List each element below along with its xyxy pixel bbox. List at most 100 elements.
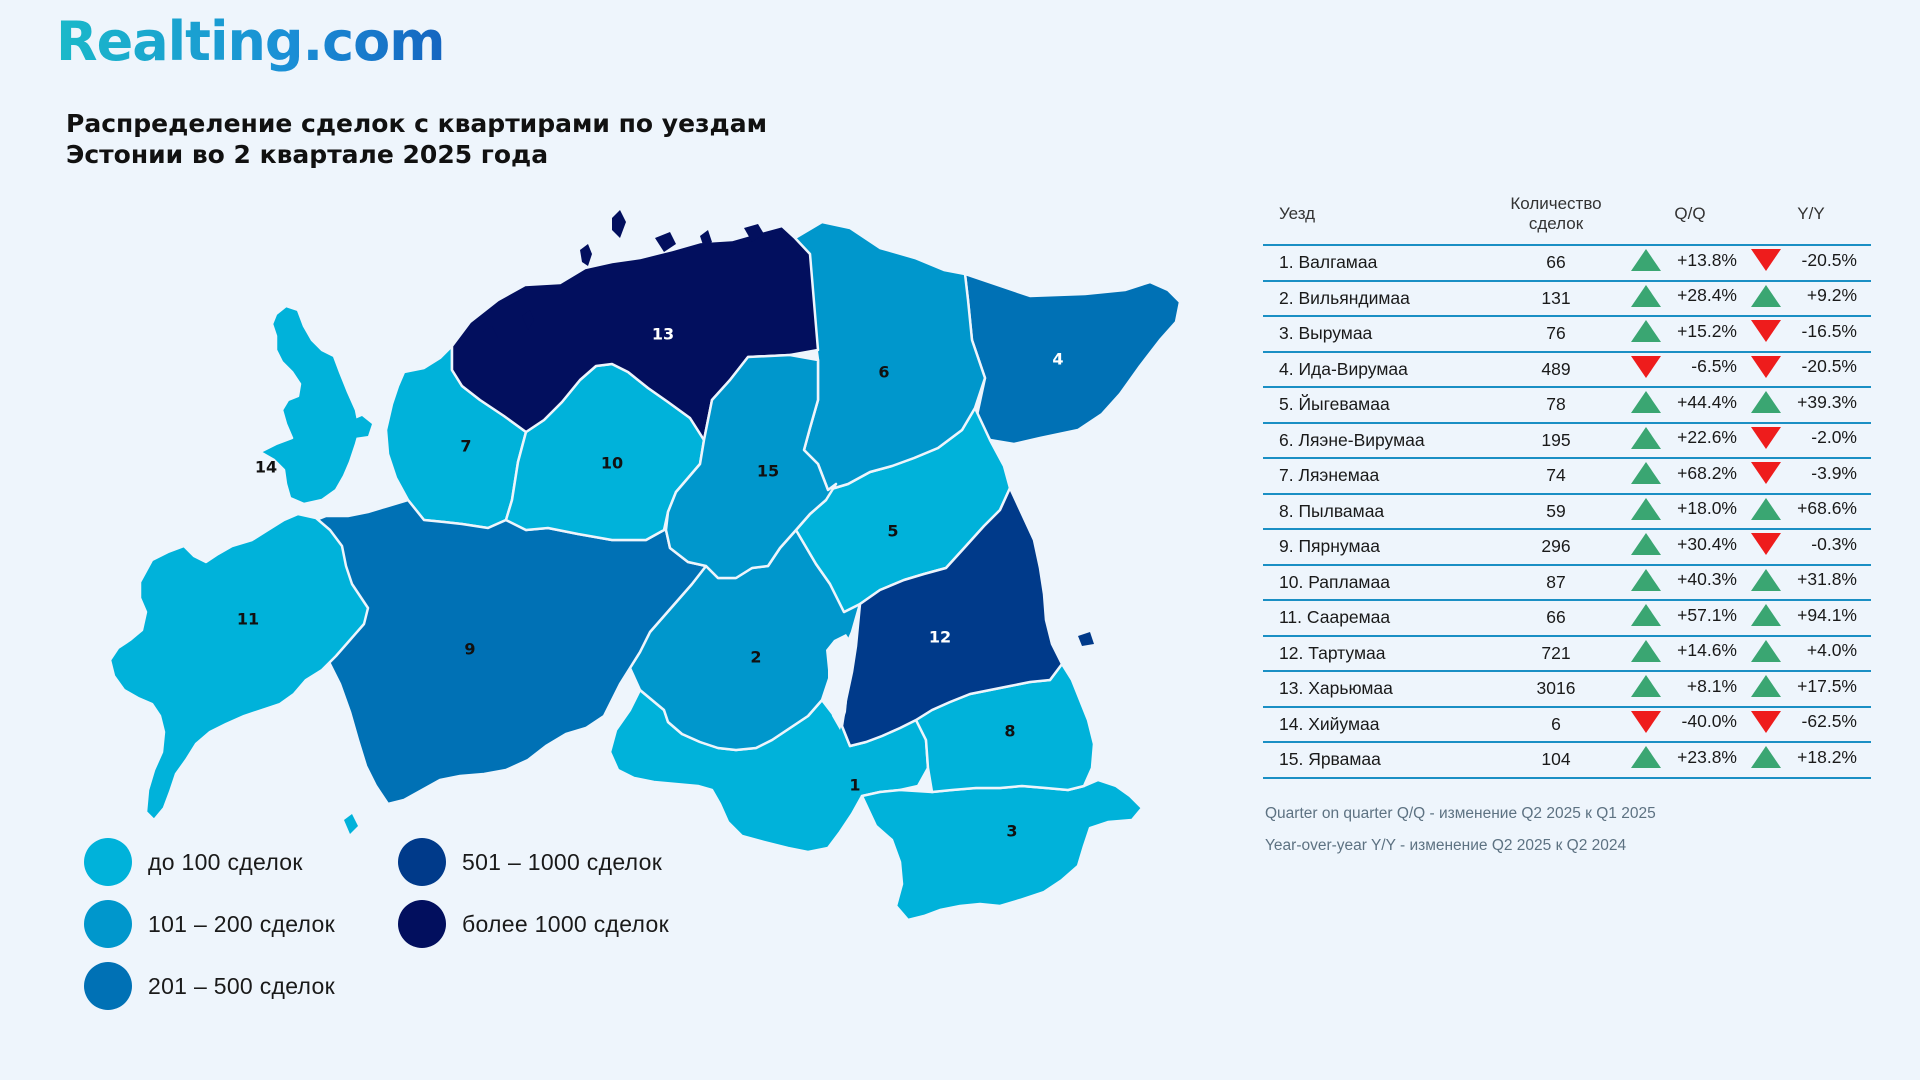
county-number-label: 12 [929, 628, 951, 647]
yy-change: +4.0% [1806, 640, 1857, 661]
deals-table-container: Уезд Количество сделок Q/Q Y/Y 1. Валгам… [1263, 188, 1871, 779]
county-region-3[interactable] [860, 778, 1144, 922]
triangle-down-icon [1631, 355, 1661, 378]
deal-count: 131 [1483, 280, 1629, 317]
islet-shape [396, 438, 410, 456]
islet-shape [612, 210, 626, 238]
islet-shape [348, 416, 372, 438]
legend-label: более 1000 сделок [462, 910, 669, 937]
qq-change: +44.4% [1677, 391, 1737, 412]
triangle-down-icon [1751, 355, 1781, 378]
triangle-up-icon [1631, 462, 1661, 485]
title-line-2: Эстонии во 2 квартале 2025 года [66, 140, 549, 169]
qq-change: +68.2% [1677, 462, 1737, 483]
qq-change: +13.8% [1677, 249, 1737, 270]
islet-shape [744, 224, 764, 242]
county-number-label: 15 [757, 462, 779, 481]
county-name: 4. Ида-Вирумаа [1263, 351, 1483, 388]
county-number-label: 8 [1004, 722, 1015, 741]
yy-change-cell: +94.1% [1751, 600, 1871, 637]
county-region-11[interactable] [108, 512, 370, 822]
county-name: 11. Сааремаа [1263, 600, 1483, 637]
county-number-label: 14 [255, 458, 277, 477]
triangle-up-icon [1631, 497, 1661, 520]
qq-change-cell: +57.1% [1629, 600, 1751, 637]
county-name: 10. Рапламаа [1263, 564, 1483, 601]
qq-change: +23.8% [1677, 746, 1737, 767]
qq-change-cell: +40.3% [1629, 564, 1751, 601]
legend-item-upto-100: до 100 сделок [84, 838, 303, 886]
triangle-up-icon [1631, 320, 1661, 343]
deal-count: 6 [1483, 706, 1629, 743]
county-name: 2. Вильяндимаа [1263, 280, 1483, 317]
table-row: 12. Тартумаа 721 +14.6% +4.0% [1263, 635, 1871, 672]
map-legend: до 100 сделок 101 – 200 сделок 201 – 500… [84, 838, 704, 1018]
table-row: 15. Ярвамаа 104 +23.8% +18.2% [1263, 742, 1871, 779]
deal-count: 74 [1483, 458, 1629, 495]
islet-shape [522, 310, 534, 330]
header-qq: Q/Q [1629, 188, 1751, 246]
county-region-15[interactable] [664, 353, 838, 580]
triangle-up-icon [1751, 604, 1781, 627]
deal-count: 87 [1483, 564, 1629, 601]
qq-change-cell: +22.6% [1629, 422, 1751, 459]
county-name: 7. Ляэнемаа [1263, 458, 1483, 495]
yy-change-cell: +18.2% [1751, 742, 1871, 779]
qq-change: +15.2% [1677, 320, 1737, 341]
qq-change-cell: +14.6% [1629, 635, 1751, 672]
county-region-12[interactable] [840, 486, 1064, 748]
table-row: 1. Валгамаа 66 +13.8% -20.5% [1263, 245, 1871, 282]
yy-change-cell: +31.8% [1751, 564, 1871, 601]
yy-change: +94.1% [1797, 604, 1857, 625]
header-count-line-1: Количество [1510, 194, 1602, 213]
qq-change: +40.3% [1677, 569, 1737, 590]
qq-change-cell: +15.2% [1629, 316, 1751, 353]
qq-change-cell: +28.4% [1629, 280, 1751, 317]
triangle-up-icon [1751, 284, 1781, 307]
table-row: 13. Харьюмаа 3016 +8.1% +17.5% [1263, 671, 1871, 708]
county-number-label: 6 [878, 363, 889, 382]
county-name: 9. Пярнумаа [1263, 529, 1483, 566]
table-row: 10. Рапламаа 87 +40.3% +31.8% [1263, 564, 1871, 601]
county-name: 8. Пылвамаа [1263, 493, 1483, 530]
qq-change-cell: +8.1% [1629, 671, 1751, 708]
yy-change-cell: +17.5% [1751, 671, 1871, 708]
legend-item-over-1000: более 1000 сделок [398, 900, 669, 948]
legend-swatch [84, 962, 132, 1010]
triangle-up-icon [1751, 497, 1781, 520]
qq-change: +57.1% [1677, 604, 1737, 625]
table-row: 8. Пылвамаа 59 +18.0% +68.6% [1263, 493, 1871, 530]
county-region-14[interactable] [258, 304, 362, 506]
triangle-down-icon [1751, 320, 1781, 343]
yy-change: +9.2% [1806, 285, 1857, 306]
yy-change-cell: -0.3% [1751, 529, 1871, 566]
islet-shape [344, 814, 358, 834]
yy-change: +18.2% [1797, 746, 1857, 767]
table-row: 3. Вырумаа 76 +15.2% -16.5% [1263, 316, 1871, 353]
county-name: 1. Валгамаа [1263, 245, 1483, 282]
yy-change-cell: +68.6% [1751, 493, 1871, 530]
county-number-label: 3 [1006, 822, 1017, 841]
triangle-down-icon [1751, 426, 1781, 449]
legend-swatch [84, 838, 132, 886]
deal-count: 489 [1483, 351, 1629, 388]
county-region-4[interactable] [963, 272, 1182, 446]
qq-change-cell: +18.0% [1629, 493, 1751, 530]
legend-swatch [398, 900, 446, 948]
legend-swatch [398, 838, 446, 886]
header-count-line-2: сделок [1528, 214, 1584, 233]
qq-change: -6.5% [1691, 356, 1737, 377]
title-line-1: Распределение сделок с квартирами по уез… [66, 109, 768, 138]
county-number-label: 11 [237, 610, 259, 629]
yy-change-cell: -62.5% [1751, 706, 1871, 743]
triangle-down-icon [1631, 710, 1661, 733]
footnotes: Quarter on quarter Q/Q - изменение Q2 20… [1265, 798, 1885, 862]
realting-logo[interactable]: Realting.com [56, 10, 445, 73]
triangle-up-icon [1751, 675, 1781, 698]
qq-change-cell: -40.0% [1629, 706, 1751, 743]
county-name: 14. Хийумаа [1263, 706, 1483, 743]
yy-change: -62.5% [1801, 711, 1857, 732]
triangle-up-icon [1631, 533, 1661, 556]
yy-change: +68.6% [1797, 498, 1857, 519]
qq-change: +28.4% [1677, 285, 1737, 306]
